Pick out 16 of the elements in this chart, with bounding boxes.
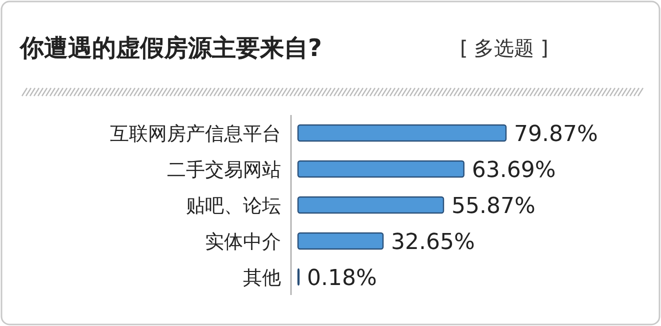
bar	[297, 124, 507, 142]
bar	[297, 196, 444, 214]
chart-subtitle: [ 多选题 ]	[460, 36, 548, 60]
data-label: 0.18%	[307, 266, 377, 291]
y-tick-label: 其他	[243, 267, 281, 289]
bar	[297, 160, 464, 178]
data-label: 79.87%	[514, 122, 598, 147]
y-tick-label: 贴吧、论坛	[186, 195, 281, 217]
y-tick-label: 互联网房产信息平台	[110, 123, 281, 145]
chart-title: 你遭遇的虚假房源主要来自?	[19, 34, 322, 62]
data-label: 32.65%	[391, 230, 475, 255]
y-tick-label: 实体中介	[205, 231, 281, 253]
data-label: 55.87%	[452, 194, 536, 219]
bar	[297, 232, 384, 250]
data-label: 63.69%	[472, 158, 556, 183]
y-tick-label: 二手交易网站	[167, 159, 281, 181]
